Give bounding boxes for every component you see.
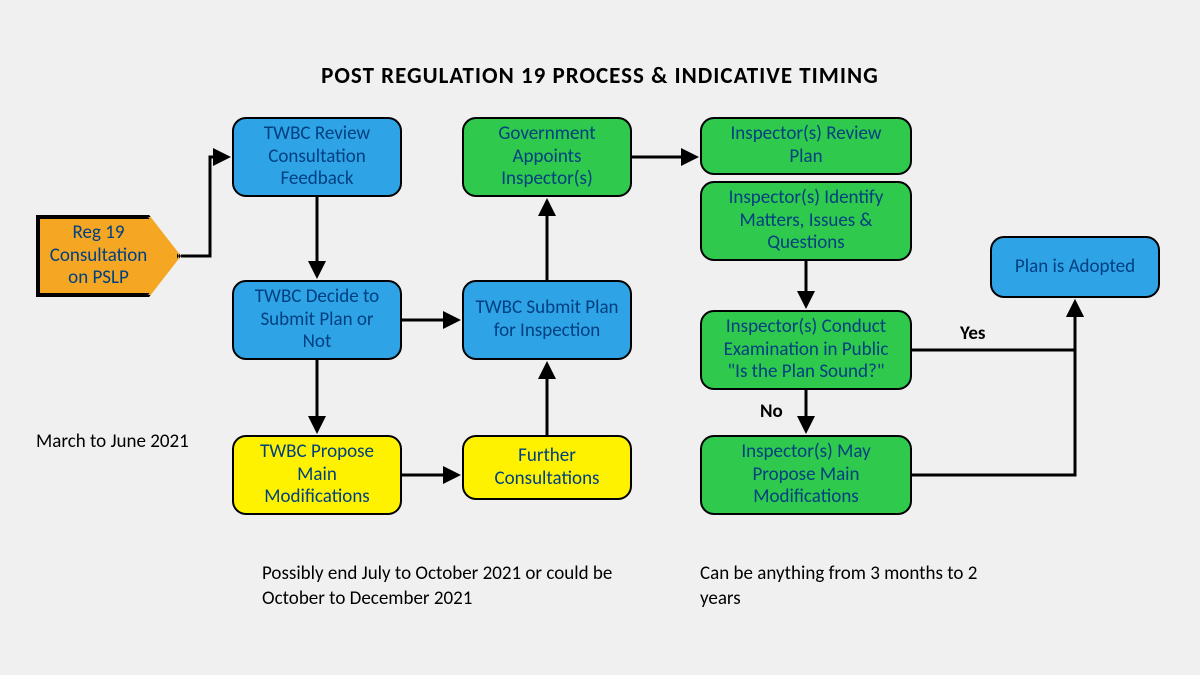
node-propose: TWBC Propose Main Modifications <box>232 435 402 515</box>
node-inspmod: Inspector(s) May Propose Main Modificati… <box>700 435 912 515</box>
node-inspex: Inspector(s) Conduct Examination in Publ… <box>700 310 912 390</box>
caption-timeline-1: March to June 2021 <box>36 430 189 455</box>
node-label: Inspector(s) May Propose Main Modificati… <box>712 441 900 509</box>
caption-timeline-3: Can be anything from 3 months to 2 years <box>700 562 1020 611</box>
node-reg19: Reg 19 Consultation on PSLP <box>36 215 181 297</box>
edge-label-no: No <box>760 400 783 423</box>
node-label: TWBC Submit Plan for Inspection <box>474 297 620 343</box>
node-label: TWBC Review Consultation Feedback <box>244 123 390 191</box>
node-inspid: Inspector(s) Identify Matters, Issues & … <box>700 181 912 261</box>
node-label: Further Consultations <box>474 445 620 491</box>
node-label: TWBC Decide to Submit Plan or Not <box>244 286 390 354</box>
node-submit: TWBC Submit Plan for Inspection <box>462 280 632 360</box>
node-label: Reg 19 Consultation on PSLP <box>48 222 149 290</box>
node-decide: TWBC Decide to Submit Plan or Not <box>232 280 402 360</box>
node-review: TWBC Review Consultation Feedback <box>232 117 402 197</box>
node-govapp: Government Appoints Inspector(s) <box>462 117 632 197</box>
diagram-title: POST REGULATION 19 PROCESS & INDICATIVE … <box>0 62 1200 90</box>
node-adopted: Plan is Adopted <box>990 236 1160 298</box>
edge-label-yes: Yes <box>960 322 986 345</box>
node-label: Government Appoints Inspector(s) <box>474 123 620 191</box>
caption-timeline-2: Possibly end July to October 2021 or cou… <box>262 562 642 611</box>
node-label: Inspector(s) Conduct Examination in Publ… <box>712 316 900 384</box>
node-label: Inspector(s) Review Plan <box>712 123 900 169</box>
node-label: Plan is Adopted <box>1015 256 1135 279</box>
node-insprev: Inspector(s) Review Plan <box>700 117 912 175</box>
node-label: TWBC Propose Main Modifications <box>244 441 390 509</box>
node-further: Further Consultations <box>462 435 632 500</box>
node-label: Inspector(s) Identify Matters, Issues & … <box>712 187 900 255</box>
